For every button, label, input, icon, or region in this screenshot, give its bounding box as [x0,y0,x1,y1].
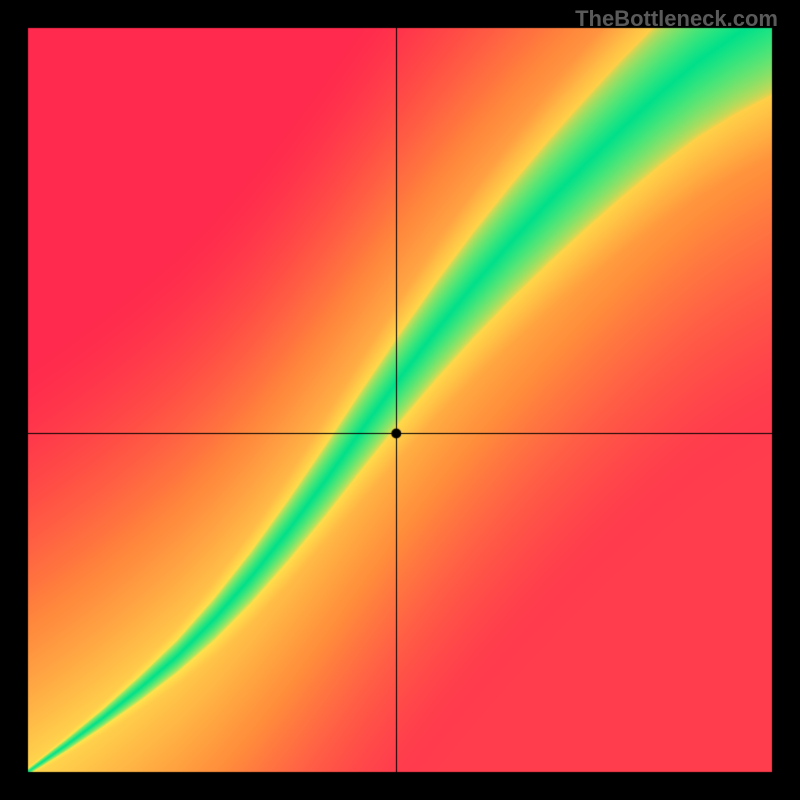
bottleneck-heatmap [0,0,800,800]
watermark-text: TheBottleneck.com [575,6,778,32]
